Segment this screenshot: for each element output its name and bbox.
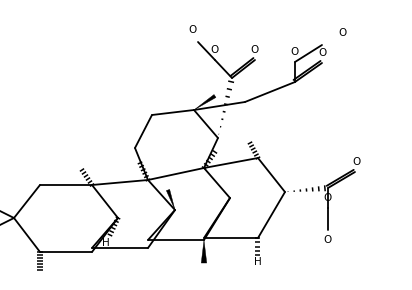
Text: O: O xyxy=(324,235,332,245)
Text: H: H xyxy=(102,238,110,248)
Text: O: O xyxy=(324,193,332,203)
Text: H: H xyxy=(254,257,262,267)
Text: O: O xyxy=(353,157,361,167)
Polygon shape xyxy=(201,240,207,263)
Text: O: O xyxy=(189,25,197,35)
Text: O: O xyxy=(211,45,219,55)
Text: O: O xyxy=(339,28,347,38)
Polygon shape xyxy=(194,95,216,110)
Text: O: O xyxy=(251,45,259,55)
Text: O: O xyxy=(319,48,327,58)
Text: O: O xyxy=(291,47,299,57)
Polygon shape xyxy=(166,189,175,210)
